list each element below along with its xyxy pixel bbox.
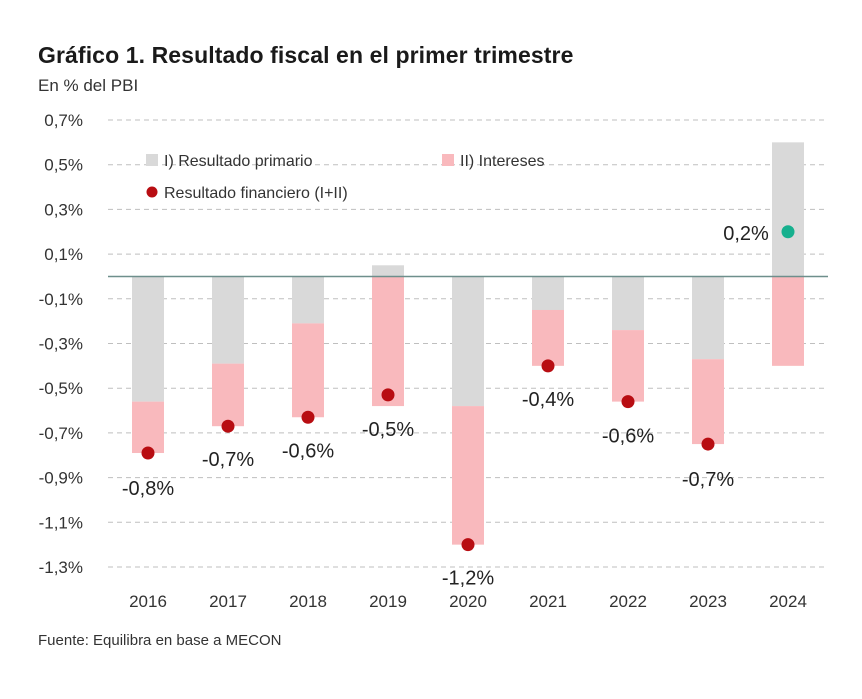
y-tick-label: -0,9% (39, 469, 83, 488)
bar-primary-2023 (692, 276, 724, 360)
legend-label-interest: II) Intereses (460, 153, 544, 170)
data-label-2024: 0,2% (723, 223, 769, 245)
chart-title: Gráfico 1. Resultado fiscal en el primer… (38, 42, 574, 68)
data-labels: -0,8% -0,7% -0,6% -0,5% -1,2% -0,4% -0,6% -0,7%… (122, 223, 769, 590)
bar-primary-2024 (772, 142, 804, 277)
y-tick-label: -0,3% (39, 335, 83, 354)
y-tick-label: -0,1% (39, 290, 83, 309)
y-tick-label: 0,7% (44, 111, 83, 130)
y-tick-label: 0,1% (44, 245, 83, 264)
legend-swatch-interest (442, 154, 454, 166)
bar-primary-2022 (612, 276, 644, 331)
data-label-2018: -0,6% (282, 440, 334, 462)
bar-primary-2021 (532, 276, 564, 310)
financial-point-2018 (301, 410, 315, 424)
financial-result-points (141, 225, 795, 552)
financial-point-2019 (381, 388, 395, 402)
legend-swatch-primary (146, 154, 158, 166)
bar-primary-2020 (452, 276, 484, 407)
x-tick-label: 2020 (449, 592, 487, 611)
y-tick-label: -1,1% (39, 513, 83, 532)
bar-interest-2017 (212, 363, 244, 427)
source-note: Fuente: Equilibra en base a MECON (38, 632, 282, 649)
data-label-2017: -0,7% (202, 449, 254, 471)
bar-interest-2022 (612, 330, 644, 402)
financial-point-2022 (621, 395, 635, 409)
chart-canvas: 0,7% 0,5% 0,3% 0,1% -0,1% -0,3% -0,5% -0,7% -0,9… (39, 111, 828, 611)
bar-primary-2018 (292, 276, 324, 324)
bar-interest-2016 (132, 401, 164, 454)
financial-point-2021 (541, 359, 555, 373)
x-axis-ticks: 2016 2017 2018 2019 2020 2021 2022 2023 2024 (129, 592, 807, 611)
y-tick-label: 0,5% (44, 156, 83, 175)
y-tick-label: -1,3% (39, 558, 83, 577)
legend-label-financial: Resultado financiero (I+II) (164, 185, 348, 202)
bar-interest-2024 (772, 276, 804, 366)
bar-primary-2016 (132, 276, 164, 402)
x-tick-label: 2018 (289, 592, 327, 611)
financial-point-2024 (781, 225, 795, 239)
data-label-2021: -0,4% (522, 389, 574, 411)
bar-interest-2018 (292, 323, 324, 418)
legend-marker-financial (146, 186, 158, 198)
data-label-2022: -0,6% (602, 426, 654, 448)
x-tick-label: 2016 (129, 592, 167, 611)
bar-interest-2019 (372, 276, 404, 407)
bars (132, 142, 804, 545)
data-label-2023: -0,7% (682, 469, 734, 491)
legend-label-primary: I) Resultado primario (164, 153, 313, 170)
legend: I) Resultado primario II) Intereses Result… (146, 153, 544, 202)
y-tick-label: -0,5% (39, 379, 83, 398)
financial-point-2023 (701, 437, 715, 451)
bar-primary-2017 (212, 276, 244, 364)
y-tick-label: 0,3% (44, 200, 83, 219)
y-axis-ticks: 0,7% 0,5% 0,3% 0,1% -0,1% -0,3% -0,5% -0,7% -0,9… (39, 111, 83, 577)
x-tick-label: 2019 (369, 592, 407, 611)
x-tick-label: 2021 (529, 592, 567, 611)
data-label-2020: -1,2% (442, 568, 494, 590)
x-tick-label: 2022 (609, 592, 647, 611)
bar-interest-2020 (452, 406, 484, 545)
data-label-2016: -0,8% (122, 478, 174, 500)
bar-primary-2019 (372, 265, 404, 277)
financial-point-2016 (141, 446, 155, 460)
x-tick-label: 2024 (769, 592, 807, 611)
chart-subtitle: En % del PBI (38, 76, 139, 95)
financial-point-2017 (221, 419, 235, 433)
x-tick-label: 2017 (209, 592, 247, 611)
y-tick-label: -0,7% (39, 424, 83, 443)
financial-point-2020 (461, 538, 475, 552)
data-label-2019: -0,5% (362, 419, 414, 441)
bar-interest-2023 (692, 359, 724, 445)
x-tick-label: 2023 (689, 592, 727, 611)
bar-interest-2021 (532, 309, 564, 366)
